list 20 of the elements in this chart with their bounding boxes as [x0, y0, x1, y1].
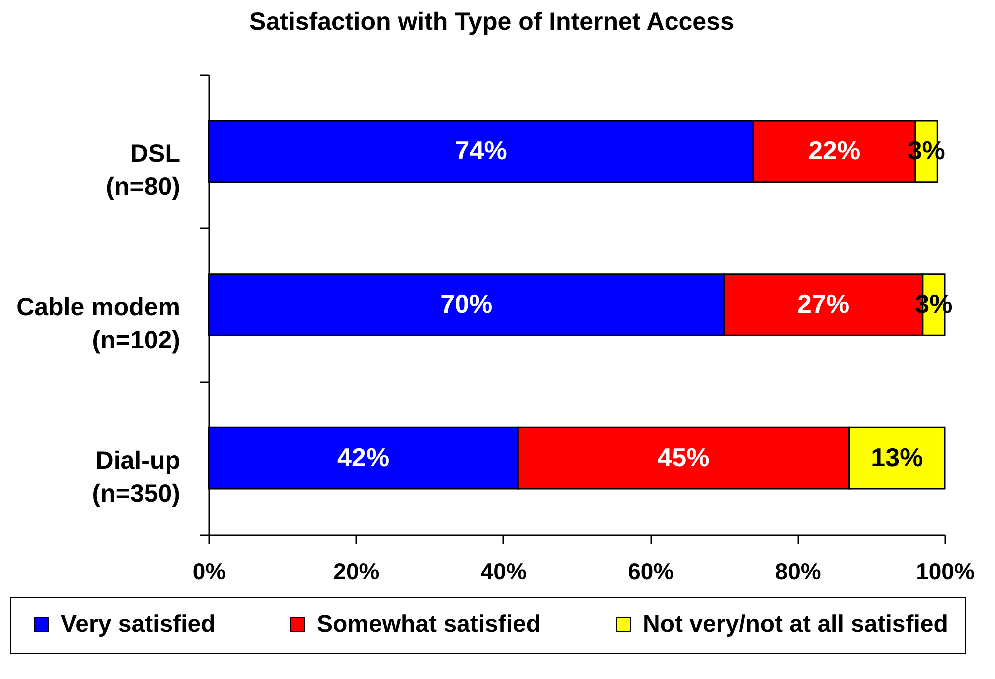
y-tick-label: Dial-up (n=350) — [92, 446, 180, 508]
data-label: 42% — [338, 442, 390, 472]
x-tick-label: 80% — [775, 558, 822, 584]
data-label: 45% — [658, 442, 710, 472]
data-label: 13% — [871, 442, 924, 472]
x-tick-label: 40% — [480, 558, 527, 584]
data-label: 74% — [455, 136, 508, 166]
legend-label: Somewhat satisfied — [317, 611, 542, 638]
x-tick-label: 100% — [916, 558, 975, 584]
y-tick-label: DSL (n=80) — [106, 140, 180, 202]
x-tick-label: 0% — [192, 558, 226, 584]
x-tick-label: 20% — [334, 558, 380, 584]
data-label: 70% — [440, 289, 493, 319]
chart-title: Satisfaction with Type of Internet Access — [250, 8, 734, 36]
data-label: 27% — [798, 289, 850, 319]
legend-label: Very satisfied — [61, 611, 216, 638]
y-tick-label: Cable modem (n=102) — [16, 294, 180, 354]
data-label: 22% — [808, 136, 861, 166]
legend-label: Not very/not at all satisfied — [643, 611, 948, 638]
x-tick-label: 60% — [628, 558, 674, 584]
